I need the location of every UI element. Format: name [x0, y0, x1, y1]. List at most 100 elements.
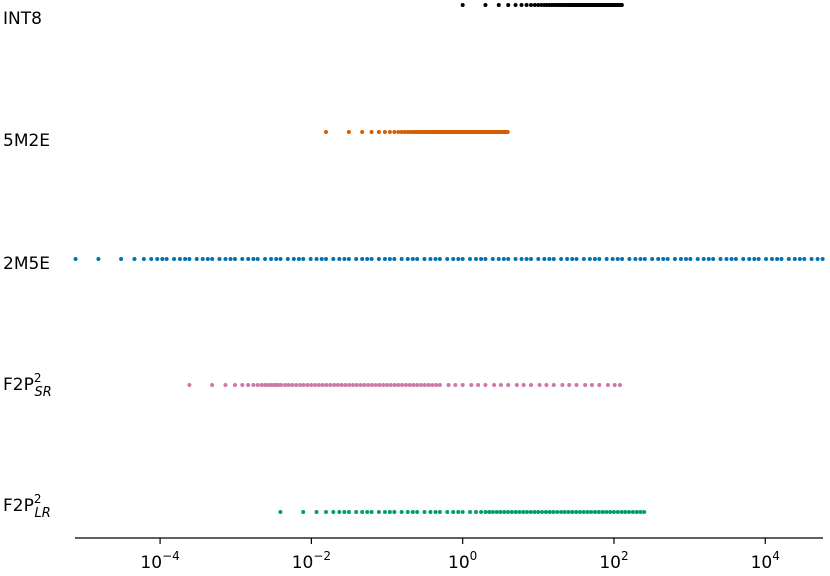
- dot: [547, 257, 552, 261]
- dot: [473, 510, 478, 514]
- dot: [711, 257, 716, 261]
- dot: [365, 510, 370, 514]
- dot: [347, 383, 352, 387]
- dot: [498, 510, 503, 514]
- legend-label: INT8: [3, 9, 42, 29]
- dot: [141, 257, 146, 261]
- dot: [437, 383, 442, 387]
- dot: [605, 383, 610, 387]
- dot: [365, 257, 370, 261]
- dot: [729, 257, 734, 261]
- dot: [542, 257, 547, 261]
- series: [73, 257, 825, 261]
- dot: [402, 130, 407, 134]
- dot: [460, 510, 465, 514]
- dot: [506, 257, 511, 261]
- dot: [410, 510, 415, 514]
- dot: [597, 383, 602, 387]
- dot: [688, 257, 693, 261]
- dot: [565, 257, 570, 261]
- dot: [611, 510, 616, 514]
- dot: [411, 383, 416, 387]
- dot: [433, 257, 438, 261]
- dot: [521, 510, 526, 514]
- dot: [820, 257, 825, 261]
- dot: [320, 383, 325, 387]
- dot: [366, 383, 371, 387]
- dot: [483, 510, 488, 514]
- dot: [756, 257, 761, 261]
- dot: [255, 257, 260, 261]
- dot: [460, 257, 465, 261]
- dot: [536, 257, 541, 261]
- dot: [630, 510, 635, 514]
- dot: [294, 383, 299, 387]
- dot: [382, 257, 387, 261]
- dot: [524, 257, 529, 261]
- dot: [399, 257, 404, 261]
- dot: [228, 257, 233, 261]
- dot: [524, 510, 529, 514]
- dot: [377, 383, 382, 387]
- dot: [274, 257, 279, 261]
- dot: [513, 3, 518, 7]
- dot: [346, 130, 351, 134]
- dot: [619, 510, 624, 514]
- dot: [619, 3, 624, 7]
- dot: [695, 257, 700, 261]
- label-name: 5M2E: [3, 131, 50, 151]
- dot: [285, 257, 290, 261]
- dot: [328, 383, 333, 387]
- dot: [323, 510, 328, 514]
- dot: [337, 257, 342, 261]
- dot: [600, 510, 605, 514]
- dot: [210, 257, 215, 261]
- dot: [396, 130, 401, 134]
- dot: [559, 510, 564, 514]
- dot: [323, 130, 328, 134]
- dot: [683, 257, 688, 261]
- dot: [387, 510, 392, 514]
- dot: [331, 257, 336, 261]
- dot: [574, 383, 579, 387]
- dot: [445, 510, 450, 514]
- dot: [574, 510, 579, 514]
- dot: [382, 130, 387, 134]
- dot: [445, 257, 450, 261]
- dot: [524, 3, 529, 7]
- dot: [604, 510, 609, 514]
- dot: [733, 257, 738, 261]
- dot: [187, 257, 192, 261]
- dot: [313, 383, 318, 387]
- dot: [331, 510, 336, 514]
- dot: [604, 257, 609, 261]
- dot: [301, 510, 306, 514]
- dot: [399, 130, 404, 134]
- dot: [536, 3, 541, 7]
- dot: [369, 130, 374, 134]
- dot: [132, 257, 137, 261]
- series: [323, 130, 510, 134]
- dot: [240, 257, 245, 261]
- dot: [301, 257, 306, 261]
- dot: [360, 130, 365, 134]
- dot: [775, 257, 780, 261]
- dot: [373, 383, 378, 387]
- dot: [298, 383, 303, 387]
- dot: [430, 383, 435, 387]
- dot: [301, 383, 306, 387]
- dot: [410, 257, 415, 261]
- x-tick-label: 100: [448, 549, 477, 573]
- dot: [337, 510, 342, 514]
- dot: [741, 257, 746, 261]
- dot: [483, 3, 488, 7]
- dot: [177, 257, 182, 261]
- dot: [514, 383, 519, 387]
- dot: [483, 383, 488, 387]
- dot: [642, 257, 647, 261]
- dot: [369, 510, 374, 514]
- dot: [543, 510, 548, 514]
- dot: [505, 130, 510, 134]
- dot: [422, 257, 427, 261]
